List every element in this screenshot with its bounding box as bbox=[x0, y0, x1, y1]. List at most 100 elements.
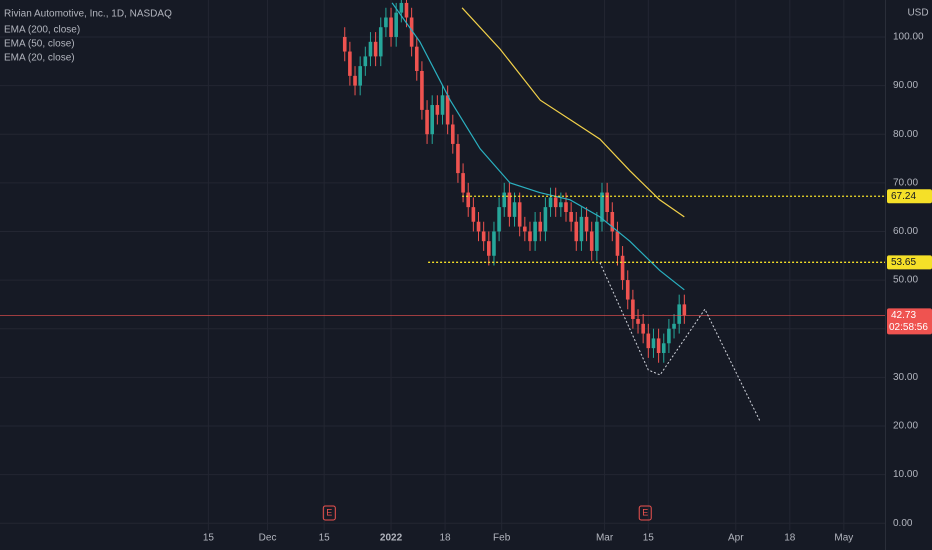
y-tick-label: 50.00 bbox=[893, 275, 918, 286]
candle-body bbox=[646, 333, 651, 349]
candle-body bbox=[543, 207, 548, 232]
candle-body bbox=[358, 66, 362, 86]
candle-body bbox=[533, 221, 537, 242]
candle-body bbox=[636, 318, 640, 324]
candle-body bbox=[404, 2, 409, 18]
axes: 0.0010.0020.0030.0040.0050.0060.0070.008… bbox=[4, 0, 932, 550]
y-tick-label: 80.00 bbox=[893, 129, 918, 140]
candle-body bbox=[656, 338, 661, 354]
y-tick-label: 0.00 bbox=[893, 518, 913, 529]
candle-body bbox=[384, 17, 388, 28]
candle-body bbox=[353, 75, 357, 86]
plot-area bbox=[0, 0, 885, 422]
x-tick-label: Dec bbox=[259, 533, 277, 544]
candle-body bbox=[348, 51, 352, 76]
candle-body bbox=[471, 207, 476, 222]
candle-body bbox=[610, 212, 615, 232]
candle-body bbox=[414, 46, 419, 71]
candle-body bbox=[620, 255, 625, 281]
candle-body bbox=[677, 304, 681, 324]
candle-body bbox=[342, 36, 347, 52]
candle-body bbox=[481, 231, 486, 242]
candle-body bbox=[605, 192, 609, 212]
candle-body bbox=[497, 207, 501, 232]
earnings-label: E bbox=[642, 507, 648, 517]
candle-body bbox=[615, 231, 620, 256]
candle-body bbox=[569, 212, 573, 222]
candle-body bbox=[420, 70, 424, 110]
last-price-label: 42.73 bbox=[891, 310, 916, 321]
x-tick-label: 15 bbox=[203, 533, 215, 544]
candle-body bbox=[389, 17, 393, 37]
candle-body bbox=[548, 197, 553, 208]
candle-body bbox=[579, 216, 584, 242]
x-tick-label: Apr bbox=[728, 533, 744, 544]
candle-body bbox=[394, 12, 398, 37]
candle-body bbox=[492, 231, 496, 256]
candle-body bbox=[435, 105, 440, 115]
candle-body bbox=[399, 2, 404, 13]
candle-body bbox=[512, 202, 517, 217]
candle-body bbox=[487, 241, 491, 256]
ema-line bbox=[391, 2, 685, 291]
candle-body bbox=[574, 221, 579, 242]
candle-body bbox=[440, 95, 445, 115]
candle-body bbox=[667, 328, 671, 344]
candle-body bbox=[559, 202, 563, 208]
candle-body bbox=[682, 304, 687, 316]
grid bbox=[0, 0, 885, 530]
candle-body bbox=[450, 124, 455, 144]
ema-line bbox=[461, 7, 685, 218]
candle-body bbox=[445, 95, 450, 125]
candle-body bbox=[476, 221, 481, 232]
y-tick-label: 70.00 bbox=[893, 177, 918, 188]
candle-body bbox=[507, 192, 512, 217]
candle-body bbox=[461, 173, 465, 193]
x-tick-label: 15 bbox=[319, 533, 331, 544]
earnings-marker bbox=[638, 505, 652, 521]
y-tick-label: 60.00 bbox=[893, 226, 918, 237]
candle-body bbox=[553, 197, 558, 208]
candle-body bbox=[502, 192, 507, 208]
x-tick-label: May bbox=[834, 533, 853, 544]
level-label-box bbox=[887, 189, 932, 204]
legend-entry: EMA (200, close) bbox=[4, 25, 80, 36]
candle-body bbox=[584, 216, 589, 232]
candle-body bbox=[625, 280, 630, 300]
candle-body bbox=[600, 192, 604, 222]
currency: USD bbox=[907, 8, 928, 19]
candle-body bbox=[409, 17, 414, 47]
earnings-label: E bbox=[326, 507, 332, 517]
candle-body bbox=[425, 109, 429, 135]
candle-body bbox=[651, 338, 656, 349]
candle-body bbox=[373, 41, 378, 57]
candle-body bbox=[523, 226, 527, 232]
x-tick-label: Mar bbox=[596, 533, 614, 544]
candle-body bbox=[631, 299, 635, 319]
earnings-marker bbox=[322, 505, 336, 521]
level-label: 53.65 bbox=[891, 257, 916, 268]
candle-body bbox=[368, 41, 373, 57]
y-tick-label: 20.00 bbox=[893, 421, 918, 432]
x-tick-label: 18 bbox=[784, 533, 796, 544]
candle-body bbox=[538, 221, 543, 232]
candle-body bbox=[378, 27, 383, 57]
candle-body bbox=[466, 192, 471, 208]
candle-body bbox=[517, 202, 522, 227]
legend-entry: EMA (50, close) bbox=[4, 39, 75, 50]
legend-entry: EMA (20, close) bbox=[4, 53, 75, 64]
candle-body bbox=[595, 221, 599, 251]
x-tick-label: 15 bbox=[643, 533, 655, 544]
candle-body bbox=[641, 323, 645, 334]
candle-body bbox=[589, 231, 594, 251]
candle-body bbox=[363, 56, 368, 67]
y-tick-label: 100.00 bbox=[893, 32, 924, 43]
candle-body bbox=[672, 323, 676, 329]
y-tick-label: 30.00 bbox=[893, 372, 918, 383]
y-tick-label: 90.00 bbox=[893, 80, 918, 91]
countdown: 02:58:56 bbox=[889, 322, 928, 333]
candle-body bbox=[456, 143, 460, 174]
level-label: 67.24 bbox=[891, 191, 916, 202]
